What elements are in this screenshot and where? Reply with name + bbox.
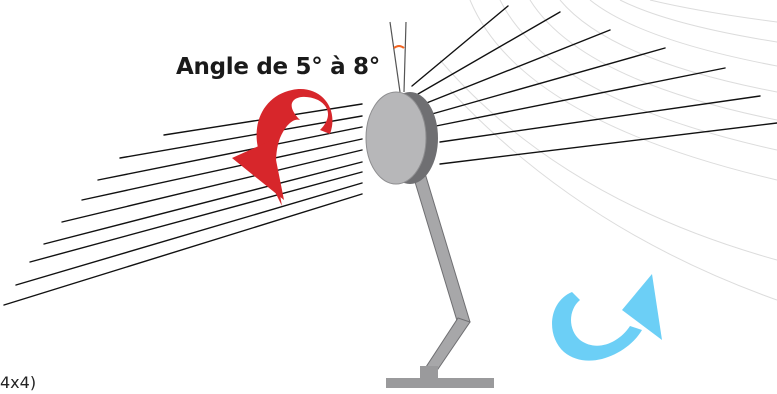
wind-lines-left [3,103,363,306]
wind-lines-right [411,5,777,165]
rotation-arrow-blue-icon [552,274,662,361]
corner-text: 4x4) [0,373,37,392]
rotor-disc [365,91,438,185]
angle-marker [389,21,407,93]
angle-label: Angle de 5° à 8° [176,54,380,80]
stand [386,169,494,388]
rotation-arrow-red-icon [232,89,333,206]
background-arcs [439,0,777,301]
